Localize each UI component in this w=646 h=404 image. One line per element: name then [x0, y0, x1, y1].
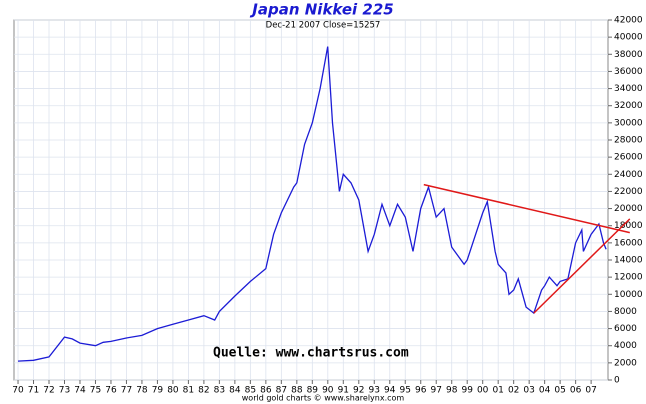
- y-tick-label: 32000: [614, 101, 643, 111]
- y-tick-label: 30000: [614, 118, 643, 128]
- y-tick-label: 26000: [614, 153, 643, 163]
- chart-title: Japan Nikkei 225: [249, 1, 393, 19]
- y-tick-label: 0: [614, 376, 620, 386]
- plot-area: [13, 19, 609, 381]
- chart-subtitle: Dec-21 2007 Close=15257: [266, 21, 381, 31]
- x-tick-label: 05: [554, 386, 565, 396]
- x-tick-label: 92: [353, 386, 364, 396]
- x-tick-label: 01: [492, 386, 503, 396]
- x-tick-label: 06: [570, 386, 582, 396]
- x-tick-label: 97: [431, 386, 442, 396]
- x-tick-label: 73: [59, 386, 70, 396]
- annotation: Quelle: www.chartsrus.com: [213, 346, 409, 361]
- y-tick-label: 24000: [614, 170, 643, 180]
- x-tick-label: 95: [400, 386, 411, 396]
- x-tick-label: 03: [523, 386, 534, 396]
- trend-line: [423, 183, 630, 234]
- x-tick-label: 80: [167, 386, 179, 396]
- y-tick-label: 16000: [614, 238, 643, 248]
- y-tick-label: 28000: [614, 136, 643, 146]
- x-tick-label: 91: [338, 386, 349, 396]
- x-tick-label: 85: [245, 386, 256, 396]
- y-tick-label: 6000: [614, 324, 637, 334]
- y-tick-label: 12000: [614, 273, 643, 283]
- y-tick-label: 22000: [614, 187, 643, 197]
- x-tick-label: 94: [384, 386, 396, 396]
- x-tick-label: 88: [291, 386, 303, 396]
- x-tick-label: 84: [229, 386, 241, 396]
- x-tick-label: 71: [28, 386, 39, 396]
- x-tick-label: 75: [90, 386, 101, 396]
- x-tick-label: 82: [198, 386, 209, 396]
- y-tick-label: 42000: [614, 16, 643, 26]
- price-line: [17, 46, 607, 362]
- footer: world gold charts © www.sharelynx.com: [242, 394, 405, 403]
- y-tick-label: 18000: [614, 221, 643, 231]
- x-tick-label: 04: [539, 386, 551, 396]
- y-tick-label: 10000: [614, 290, 643, 300]
- x-tick-label: 79: [152, 386, 164, 396]
- x-tick-label: 77: [121, 386, 132, 396]
- y-tick-label: 4000: [614, 341, 637, 351]
- x-tick-label: 00: [477, 386, 489, 396]
- y-tick-label: 2000: [614, 358, 637, 368]
- x-tick-label: 93: [369, 386, 380, 396]
- x-tick-label: 70: [12, 386, 24, 396]
- x-tick-label: 76: [105, 386, 117, 396]
- x-tick-label: 72: [43, 386, 54, 396]
- y-tick-label: 36000: [614, 67, 643, 77]
- x-tick-label: 74: [74, 386, 86, 396]
- x-tick-label: 89: [307, 386, 319, 396]
- x-tick-label: 98: [446, 386, 458, 396]
- x-tick-label: 07: [585, 386, 596, 396]
- y-tick-label: 20000: [614, 204, 643, 214]
- x-tick-label: 96: [415, 386, 427, 396]
- y-tick-label: 40000: [614, 33, 643, 43]
- y-tick-label: 14000: [614, 256, 643, 266]
- x-tick-label: 86: [260, 386, 272, 396]
- y-tick-label: 8000: [614, 307, 637, 317]
- grid: [14, 19, 608, 381]
- y-tick-label: 38000: [614, 50, 643, 60]
- x-tick-label: 02: [508, 386, 519, 396]
- x-tick-label: 90: [322, 386, 334, 396]
- x-tick-label: 87: [276, 386, 287, 396]
- x-tick-label: 83: [214, 386, 225, 396]
- x-tick-label: 78: [136, 386, 148, 396]
- y-tick-label: 34000: [614, 84, 643, 94]
- x-tick-label: 81: [183, 386, 194, 396]
- x-tick-label: 99: [461, 386, 473, 396]
- trend-line: [533, 218, 631, 314]
